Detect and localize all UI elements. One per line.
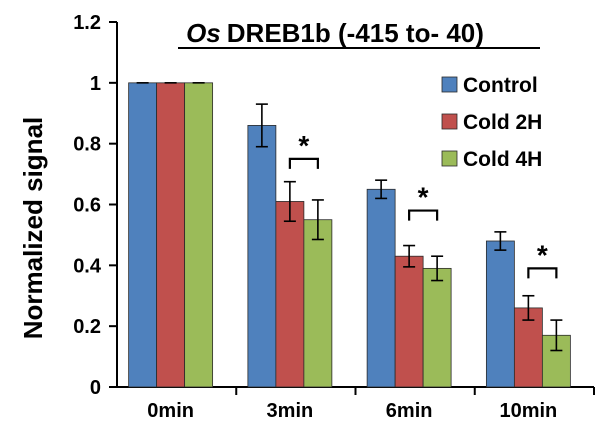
- significance-star: *: [418, 182, 429, 213]
- x-tick-label: 10min: [499, 400, 557, 422]
- legend-swatch: [441, 76, 458, 93]
- y-tick-label: 0: [90, 377, 101, 399]
- x-tick-label: 6min: [386, 400, 433, 422]
- significance-annotations: * * *: [288, 130, 558, 279]
- x-labels: 0min 3min 6min 10min: [147, 387, 595, 422]
- bars: [128, 82, 571, 388]
- bar-control: [247, 125, 277, 388]
- bar-cold-2h: [513, 307, 543, 388]
- y-tick-label: 0.4: [73, 255, 102, 277]
- y-tick-label: 1: [90, 73, 101, 95]
- significance-star: *: [537, 239, 548, 270]
- significance-bracket: [408, 209, 439, 221]
- legend: Control Cold 2H Cold 4H: [441, 74, 542, 171]
- bar-cold-2h: [394, 255, 424, 388]
- legend-label: Cold 4H: [463, 148, 542, 171]
- legend-swatch: [441, 150, 458, 167]
- y-ticks: 0 0.2 0.4 0.6 0.8 1 1.2: [73, 12, 117, 399]
- bar-control: [128, 82, 158, 388]
- x-tick-label: 3min: [267, 400, 314, 422]
- x-tick-label: 0min: [147, 400, 194, 422]
- bar-control: [485, 240, 515, 388]
- bar-cold-4h: [303, 219, 333, 388]
- legend-label: Control: [463, 74, 538, 97]
- bar-cold-2h: [156, 82, 186, 388]
- chart-title-italic: Os: [186, 18, 221, 48]
- y-axis-title: Normalized signal: [18, 117, 48, 340]
- bar-cold-4h: [184, 82, 214, 388]
- error-bars: [136, 82, 563, 352]
- bar-control: [366, 188, 396, 388]
- y-tick-label: 1.2: [73, 12, 101, 34]
- chart-title-rest: DREB1b (-415 to- 40): [227, 18, 484, 48]
- bar-cold-4h: [422, 267, 452, 388]
- significance-bracket: [288, 157, 319, 169]
- chart-title: Os DREB1b (-415 to- 40): [186, 18, 484, 48]
- y-tick-label: 0.6: [73, 195, 101, 217]
- bar-cold-2h: [275, 201, 305, 388]
- significance-bracket: [527, 267, 558, 279]
- y-tick-label: 0.8: [73, 134, 101, 156]
- legend-swatch: [441, 113, 458, 130]
- significance-star: *: [298, 130, 309, 161]
- y-tick-label: 0.2: [73, 316, 101, 338]
- legend-label: Cold 2H: [463, 111, 542, 134]
